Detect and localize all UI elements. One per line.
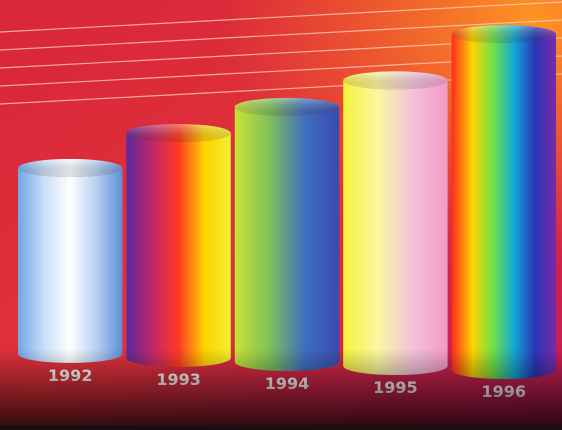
chart: 19921993199419951996 — [0, 0, 562, 425]
chart-svg: 19921993199419951996 — [0, 0, 562, 425]
screen-vignette — [0, 0, 562, 425]
